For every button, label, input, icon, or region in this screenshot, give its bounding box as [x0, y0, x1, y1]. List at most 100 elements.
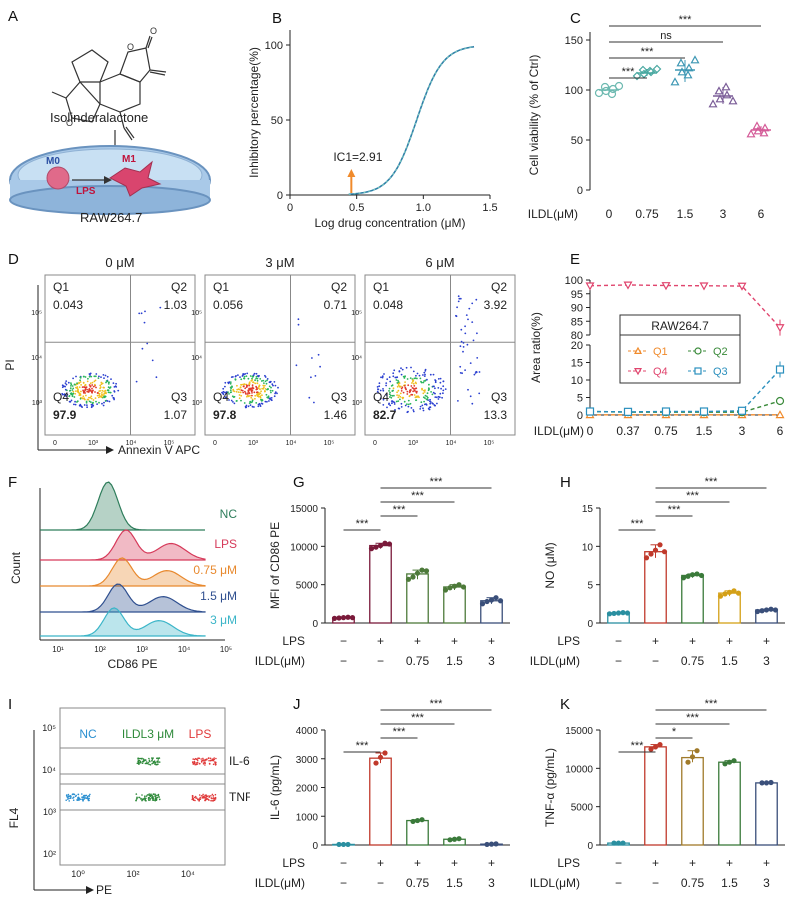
event-dot	[79, 397, 82, 400]
y-tick-label: 100	[565, 85, 583, 97]
data-point	[708, 99, 718, 108]
event-dot	[156, 760, 158, 763]
event-dot	[255, 402, 258, 404]
event-dot	[73, 793, 75, 795]
row-value: +	[451, 856, 458, 870]
event-dot	[379, 389, 382, 392]
event-dot	[437, 398, 440, 400]
event-dot	[201, 797, 203, 799]
event-dot	[151, 359, 154, 362]
event-dot	[380, 376, 382, 379]
event-dot	[61, 392, 64, 395]
panel-a: A O O O Isolinderalactone M0 M1 LPS RAW	[0, 0, 230, 230]
quadrant-value: 0.048	[373, 298, 403, 312]
event-dot	[464, 369, 466, 371]
event-dot	[196, 763, 199, 765]
data-point	[382, 750, 388, 756]
sig-label: ***	[705, 698, 719, 710]
event-dot	[96, 403, 98, 405]
event-dot	[389, 394, 392, 397]
x-category-label: 3	[720, 207, 727, 221]
event-dot	[415, 391, 418, 394]
event-dot	[97, 377, 100, 379]
event-dot	[415, 396, 418, 398]
event-dot	[68, 795, 70, 797]
data-point	[775, 324, 785, 333]
data-point	[722, 761, 728, 767]
data-point	[410, 818, 416, 825]
event-dot	[151, 795, 154, 797]
y-axis-label: PI	[3, 359, 17, 370]
event-dot	[396, 385, 399, 388]
event-dot	[462, 342, 465, 344]
event-dot	[135, 380, 138, 383]
x-axis-label: CD86 PE	[107, 657, 157, 671]
data-point	[632, 71, 642, 81]
event-dot	[98, 401, 100, 404]
event-dot	[151, 799, 154, 801]
event-dot	[208, 799, 210, 801]
event-dot	[98, 392, 101, 395]
event-dot	[245, 386, 248, 388]
event-dot	[65, 383, 68, 386]
event-dot	[104, 389, 107, 392]
event-dot	[399, 398, 401, 401]
event-dot	[382, 398, 385, 401]
event-dot	[112, 396, 115, 399]
event-dot	[437, 387, 440, 389]
data-point	[728, 96, 738, 105]
ic1-label: IC1=2.91	[333, 150, 382, 164]
event-dot	[385, 382, 388, 384]
data-point	[735, 590, 742, 596]
event-dot	[71, 389, 74, 391]
event-dot	[269, 381, 272, 384]
data-point	[689, 572, 696, 578]
event-dot	[308, 396, 311, 399]
event-dot	[434, 392, 436, 395]
event-dot	[377, 391, 380, 394]
event-dot	[442, 392, 444, 395]
event-dot	[257, 375, 260, 378]
data-point	[460, 584, 467, 590]
event-dot	[456, 306, 458, 309]
event-dot	[86, 406, 88, 409]
quadrant-name: Q1	[213, 280, 229, 294]
event-dot	[154, 799, 156, 802]
panel-label-a: A	[8, 8, 19, 25]
event-dot	[85, 401, 88, 404]
sig-label: ***	[686, 712, 700, 724]
event-dot	[404, 404, 407, 407]
event-dot	[269, 397, 271, 400]
event-dot	[251, 394, 253, 397]
event-dot	[244, 406, 247, 409]
data-point	[661, 549, 668, 555]
event-dot	[431, 393, 434, 396]
event-dot	[263, 384, 266, 387]
event-dot	[468, 307, 471, 310]
event-dot	[249, 404, 252, 406]
x-category-label: 3	[739, 424, 746, 438]
row-value: −	[652, 876, 659, 890]
event-dot	[263, 382, 265, 384]
event-dot	[459, 345, 462, 348]
quadrant-name: Q4	[373, 390, 389, 404]
data-point	[763, 607, 770, 613]
data-point	[726, 759, 733, 765]
event-dot	[273, 395, 276, 398]
row-value: +	[377, 634, 384, 648]
event-dot	[205, 798, 208, 801]
data-point	[620, 610, 626, 616]
event-dot	[397, 400, 400, 402]
event-dot	[230, 391, 233, 393]
event-dot	[83, 404, 86, 406]
event-dot	[407, 405, 410, 408]
event-dot	[69, 797, 72, 799]
event-dot	[87, 377, 89, 380]
event-dot	[397, 389, 400, 392]
event-dot	[419, 377, 422, 380]
event-dot	[105, 381, 107, 384]
event-dot	[244, 392, 247, 395]
event-dot	[455, 314, 457, 317]
event-dot	[88, 396, 90, 399]
event-dot	[267, 396, 270, 399]
